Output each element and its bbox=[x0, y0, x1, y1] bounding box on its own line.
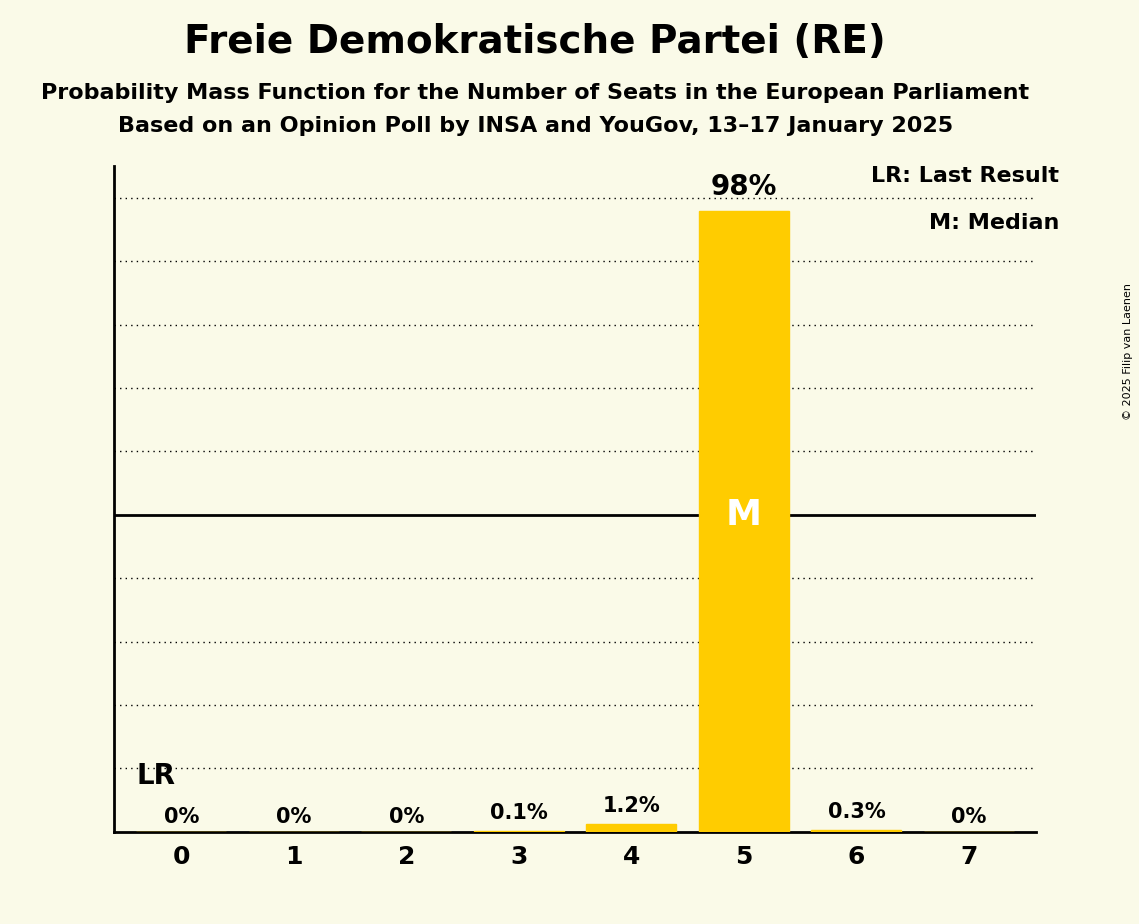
Text: 0%: 0% bbox=[277, 807, 312, 827]
Text: 98%: 98% bbox=[711, 173, 777, 201]
Text: M: Median: M: Median bbox=[929, 213, 1059, 233]
Text: Based on an Opinion Poll by INSA and YouGov, 13–17 January 2025: Based on an Opinion Poll by INSA and You… bbox=[117, 116, 953, 136]
Text: Probability Mass Function for the Number of Seats in the European Parliament: Probability Mass Function for the Number… bbox=[41, 83, 1030, 103]
Text: 0%: 0% bbox=[951, 807, 986, 827]
Text: 0%: 0% bbox=[164, 807, 199, 827]
Bar bbox=[587, 824, 677, 832]
Text: Freie Demokratische Partei (RE): Freie Demokratische Partei (RE) bbox=[185, 23, 886, 61]
Text: 1.2%: 1.2% bbox=[603, 796, 661, 817]
Text: 0.1%: 0.1% bbox=[490, 803, 548, 823]
Bar bbox=[699, 211, 789, 832]
Text: 0.3%: 0.3% bbox=[828, 802, 885, 822]
Bar bbox=[811, 830, 901, 832]
Text: 0%: 0% bbox=[388, 807, 424, 827]
Text: © 2025 Filip van Laenen: © 2025 Filip van Laenen bbox=[1123, 283, 1133, 419]
Text: LR: LR bbox=[137, 762, 175, 790]
Text: LR: Last Result: LR: Last Result bbox=[871, 166, 1059, 187]
Text: M: M bbox=[726, 498, 762, 532]
